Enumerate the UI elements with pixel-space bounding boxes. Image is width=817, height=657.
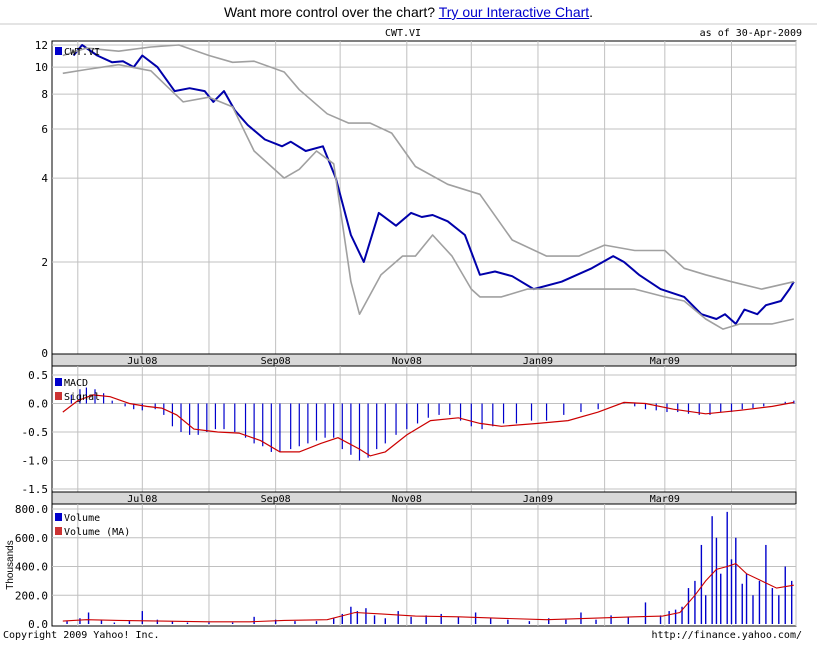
price-y-tick-label: 4: [41, 172, 48, 185]
macd-y-tick-label: -1.0: [22, 455, 49, 468]
signal-line: [62, 394, 794, 457]
legend-signal-label: Signal: [64, 392, 100, 403]
volume-y-tick-label: 0.0: [28, 618, 48, 631]
copyright-text: Copyright 2009 Yahoo! Inc.: [3, 630, 160, 641]
x-tick-label: Jan09: [523, 356, 553, 367]
macd-y-tick-label: -1.5: [22, 483, 49, 496]
volume-gridlines: [52, 504, 797, 626]
legend-macd-label: MACD: [64, 378, 88, 389]
price-y-tick-label: 2: [41, 256, 48, 269]
price-y-tick-label: 6: [41, 123, 48, 136]
price-panel: 12 10 8 6 4 2 0 CWT.VI: [35, 39, 797, 360]
macd-panel: 0.5 0.0 -0.5 -1.0 -1.5 MACD Signal: [22, 365, 797, 496]
chart-symbol: CWT.VI: [385, 28, 421, 39]
price-legend: CWT.VI: [55, 47, 100, 58]
price-line: [72, 44, 795, 325]
price-y-tick-label: 8: [41, 88, 48, 101]
macd-legend: MACD Signal: [55, 378, 100, 403]
date-axis-1: Jul08 Sep08 Nov08 Jan09 Mar09: [51, 353, 797, 367]
x-tick-label: Sep08: [261, 356, 291, 367]
as-of-date: as of 30-Apr-2009: [700, 28, 802, 39]
volume-y-tick-label: 200.0: [15, 589, 48, 602]
macd-gridlines: [52, 366, 797, 492]
volume-legend: Volume Volume (MA): [55, 513, 130, 538]
lower-band-line: [62, 63, 794, 330]
banner-suffix: .: [589, 4, 594, 20]
banner-text: Want more control over the chart?: [223, 4, 436, 20]
volume-y-tick-labels: 800.0 600.0 400.0 200.0 0.0: [15, 503, 48, 631]
x-tick-label: Nov08: [392, 356, 422, 367]
price-y-tick-label: 12: [35, 39, 48, 52]
x-tick-label: Mar09: [650, 356, 680, 367]
legend-price-label: CWT.VI: [64, 47, 100, 58]
upper-band-line: [62, 44, 794, 290]
date-axis-2: Jul08 Sep08 Nov08 Jan09 Mar09: [51, 491, 797, 505]
x-tick-label: Nov08: [392, 494, 422, 505]
macd-series: [62, 387, 795, 461]
source-url[interactable]: http://finance.yahoo.com/: [651, 630, 802, 641]
macd-y-tick-labels: 0.5 0.0 -0.5 -1.0 -1.5: [22, 369, 49, 496]
volume-panel: 800.0 600.0 400.0 200.0 0.0 Volume Volume (M…: [5, 503, 797, 631]
x-tick-label: Jul08: [127, 356, 157, 367]
macd-y-tick-label: -0.5: [22, 426, 49, 439]
x-tick-label: Jul08: [127, 494, 157, 505]
volume-y-tick-label: 400.0: [15, 561, 48, 574]
price-y-tick-label: 10: [35, 61, 48, 74]
legend-volume-ma-label: Volume (MA): [64, 527, 130, 538]
volume-y-tick-label: 800.0: [15, 503, 48, 516]
price-series: [62, 44, 795, 330]
x-tick-label: Mar09: [650, 494, 680, 505]
x-tick-label: Jan09: [523, 494, 553, 505]
banner: Want more control over the chart? Try ou…: [0, 0, 817, 22]
volume-ma-line: [62, 562, 794, 623]
macd-y-tick-label: 0.0: [28, 398, 48, 411]
legend-volume-label: Volume: [64, 513, 100, 524]
volume-y-tick-label: 600.0: [15, 532, 48, 545]
volume-axis-title: Thousands: [5, 540, 16, 589]
price-gridlines: [52, 41, 797, 354]
interactive-chart-link[interactable]: Try our Interactive Chart: [438, 4, 590, 20]
macd-y-tick-label: 0.5: [28, 369, 48, 382]
price-y-tick-label: 0: [41, 347, 48, 360]
volume-series: [62, 511, 794, 624]
price-y-tick-labels: 12 10 8 6 4 2 0: [35, 39, 49, 360]
x-tick-label: Sep08: [261, 494, 291, 505]
